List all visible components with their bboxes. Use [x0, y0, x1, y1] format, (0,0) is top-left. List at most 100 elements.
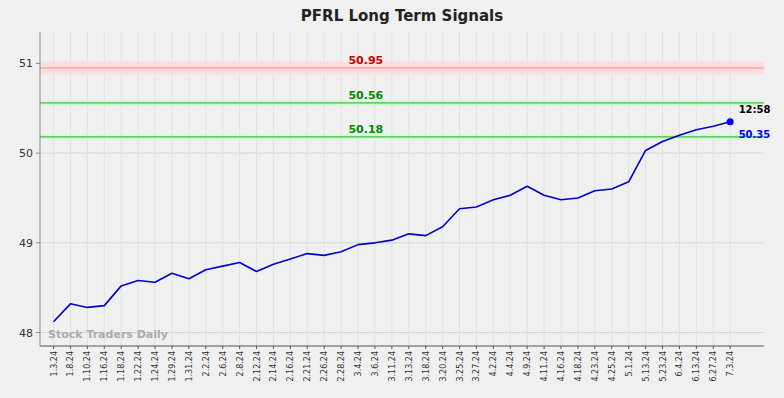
x-axis-line: [40, 345, 764, 346]
x-tick-label: 5.1.24: [625, 351, 634, 376]
x-tick: [713, 346, 714, 349]
grid-line: [374, 32, 375, 346]
x-tick-label: 7.3.24: [726, 351, 735, 376]
x-tick: [561, 346, 562, 349]
grid-line: [713, 32, 714, 346]
x-tick: [628, 346, 629, 349]
x-tick-label: 1.24.24: [151, 351, 160, 382]
grid-line: [104, 32, 105, 346]
x-tick-label: 3.18.24: [422, 351, 431, 382]
x-tick: [138, 346, 139, 349]
grid-line: [40, 242, 764, 243]
x-tick: [273, 346, 274, 349]
x-tick-label: 2.14.24: [269, 351, 278, 382]
x-tick-label: 2.21.24: [303, 351, 312, 382]
x-tick: [696, 346, 697, 349]
grid-line: [493, 32, 494, 346]
x-tick-label: 6.13.24: [692, 351, 701, 382]
x-tick: [358, 346, 359, 349]
x-tick: [222, 346, 223, 349]
x-tick: [256, 346, 257, 349]
y-tick-label: 48: [19, 327, 33, 340]
grid-line: [358, 32, 359, 346]
x-tick-label: 3.13.24: [405, 351, 414, 382]
grid-line: [273, 32, 274, 346]
reference-line: [40, 136, 764, 137]
x-tick-label: 2.26.24: [320, 351, 329, 382]
last-time: 12:58: [739, 104, 771, 115]
x-tick-label: 3.20.24: [439, 351, 448, 382]
x-tick-label: 2.16.24: [286, 351, 295, 382]
x-tick-label: 3.25.24: [456, 351, 465, 382]
last-point: [727, 118, 734, 125]
x-tick: [307, 346, 308, 349]
reference-line: [40, 102, 764, 103]
reference-label: 50.95: [348, 54, 383, 67]
x-tick-label: 5.13.24: [642, 351, 651, 382]
x-tick: [493, 346, 494, 349]
x-tick-label: 4.23.24: [591, 351, 600, 382]
x-tick-label: 2.12.24: [253, 351, 262, 382]
x-tick: [645, 346, 646, 349]
x-tick-label: 1.29.24: [168, 351, 177, 382]
x-tick: [391, 346, 392, 349]
title: PFRL Long Term Signals: [301, 7, 503, 25]
x-tick-label: 3.27.24: [472, 351, 481, 382]
grid-line: [696, 32, 697, 346]
x-tick: [459, 346, 460, 349]
grid-line: [40, 153, 764, 154]
x-tick-label: 5.23.24: [659, 351, 668, 382]
reference-line: [40, 67, 764, 68]
grid-line: [645, 32, 646, 346]
x-tick: [662, 346, 663, 349]
x-tick-label: 1.16.24: [100, 351, 109, 382]
x-tick: [155, 346, 156, 349]
grid-line: [510, 32, 511, 346]
x-tick-label: 3.11.24: [388, 351, 397, 382]
grid-line: [121, 32, 122, 346]
x-tick: [408, 346, 409, 349]
grid-line: [70, 32, 71, 346]
grid-line: [87, 32, 88, 346]
grid-line: [290, 32, 291, 346]
grid-line: [222, 32, 223, 346]
x-tick: [510, 346, 511, 349]
grid-line: [476, 32, 477, 346]
y-tick: [36, 242, 40, 243]
x-tick: [594, 346, 595, 349]
x-tick: [679, 346, 680, 349]
grid-line: [53, 32, 54, 346]
x-tick: [425, 346, 426, 349]
grid-line: [628, 32, 629, 346]
grid-line: [391, 32, 392, 346]
grid-line: [307, 32, 308, 346]
x-tick: [70, 346, 71, 349]
x-tick-label: 3.6.24: [371, 351, 380, 376]
y-tick-label: 49: [19, 237, 33, 250]
x-tick: [171, 346, 172, 349]
x-tick: [188, 346, 189, 349]
grid-line: [442, 32, 443, 346]
grid-line: [341, 32, 342, 346]
x-tick: [53, 346, 54, 349]
x-tick: [544, 346, 545, 349]
reference-label: 50.56: [348, 89, 383, 102]
grid-line: [679, 32, 680, 346]
grid-line: [425, 32, 426, 346]
x-tick-label: 4.25.24: [608, 351, 617, 382]
x-tick-label: 4.11.24: [540, 351, 549, 382]
x-tick: [239, 346, 240, 349]
watermark: Stock Traders Daily: [48, 328, 168, 341]
y-tick-label: 50: [19, 147, 33, 160]
grid-line: [138, 32, 139, 346]
reference-label: 50.18: [348, 123, 383, 136]
grid: [40, 32, 764, 346]
x-tick-label: 6.4.24: [675, 351, 684, 376]
x-tick-label: 1.22.24: [134, 351, 143, 382]
grid-line: [662, 32, 663, 346]
grid-line: [459, 32, 460, 346]
x-tick-label: 1.3.24: [50, 351, 59, 376]
grid-line: [408, 32, 409, 346]
x-tick-label: 2.8.24: [236, 351, 245, 376]
x-tick-label: 6.27.24: [709, 351, 718, 382]
